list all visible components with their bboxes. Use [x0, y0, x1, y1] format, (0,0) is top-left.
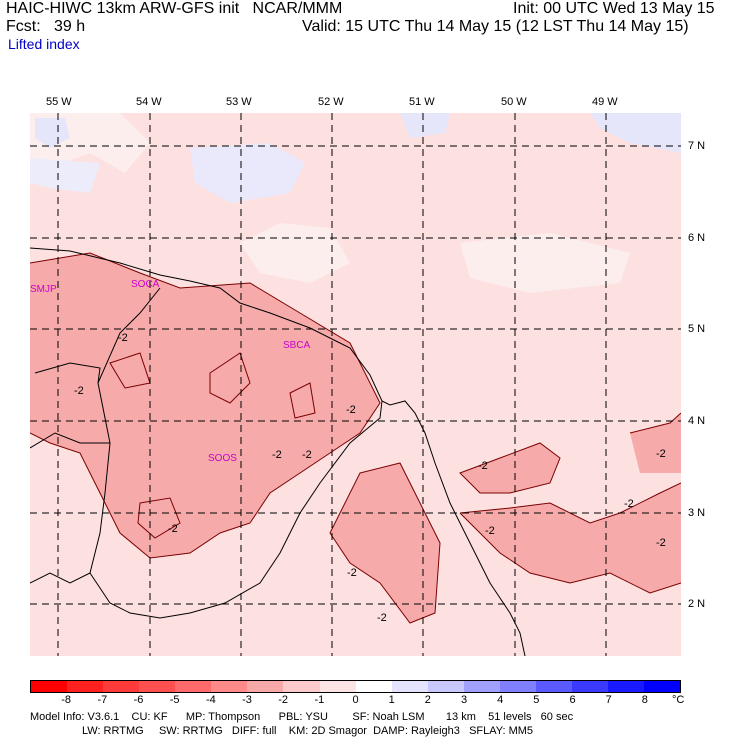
boundaries — [30, 247, 526, 656]
contour-label: -2 — [478, 460, 488, 472]
colorbar-swatch — [391, 681, 428, 692]
colorbar-tick: 2 — [424, 694, 431, 706]
colorbar-swatch — [571, 681, 608, 692]
colorbar-tick: 6 — [569, 694, 576, 706]
negative-area — [460, 443, 560, 493]
colorbar-tick: -4 — [205, 694, 216, 706]
colorbar-swatch — [283, 681, 320, 692]
lon-label: 49 W — [592, 96, 618, 108]
contour-label: -2 — [74, 385, 84, 397]
contour-label: -2 — [656, 448, 666, 460]
positive-area — [400, 113, 450, 138]
colorbar-swatch — [31, 681, 68, 692]
contour-label: -2 — [656, 537, 666, 549]
contour-lines — [30, 252, 681, 624]
lifted-index-map — [30, 113, 681, 656]
colorbar-tick: 1 — [388, 694, 395, 706]
colorbar-tick: 5 — [533, 694, 540, 706]
colorbar-unit: °C — [672, 694, 685, 706]
lat-label: 3 N — [688, 507, 706, 519]
contour-label: -2 — [272, 449, 282, 461]
contour-label: -2 — [347, 567, 357, 579]
neutral-area — [460, 233, 630, 293]
title: HAIC-HIWC 13km ARW-GFS init NCAR/MMM — [6, 0, 343, 17]
colorbar-swatch — [608, 681, 645, 692]
colorbar-tick: 3 — [460, 694, 468, 706]
model-info-line2: LW: RRTMG SW: RRTMG DIFF: full KM: 2D Sm… — [30, 725, 534, 737]
contour-label: -2 — [302, 449, 312, 461]
colorbar-tick: 7 — [605, 694, 612, 706]
colorbar-swatch — [67, 681, 104, 692]
lon-label: 52 W — [318, 96, 344, 108]
colorbar-swatch — [644, 681, 681, 692]
colorbar-tick: -8 — [61, 694, 72, 706]
field-name: Lifted index — [8, 36, 80, 52]
valid-time: Valid: 15 UTC Thu 14 May 15 (12 LST Thu … — [302, 18, 689, 35]
lon-label: 53 W — [226, 96, 252, 108]
lon-label: 51 W — [409, 96, 435, 108]
colorbar-tick: 8 — [641, 694, 648, 706]
init-time: Init: 00 UTC Wed 13 May 15 — [513, 0, 715, 17]
colorbar-tick: 0 — [352, 694, 359, 706]
forecast-hour: Fcst: 39 h — [6, 18, 86, 35]
colorbar-tick: -3 — [242, 694, 252, 706]
lon-label: 50 W — [501, 96, 527, 108]
colorbar-swatch — [499, 681, 536, 692]
colorbar-swatch — [211, 681, 248, 692]
colorbar-swatch — [139, 681, 176, 692]
colorbar-swatch — [319, 681, 356, 692]
positive-area — [30, 158, 100, 193]
contour-label: -2 — [377, 612, 387, 624]
contour-label: -2 — [624, 498, 634, 510]
colorbar-swatch — [355, 681, 392, 692]
negative-area — [330, 463, 440, 623]
station-label: SBCA — [283, 340, 311, 351]
contour-label: -2 — [168, 523, 178, 535]
station-label: SMJP — [30, 284, 57, 295]
negative-area — [138, 498, 180, 538]
lon-label: 54 W — [136, 96, 162, 108]
colorbar-tick: -1 — [314, 694, 325, 706]
positive-area — [590, 113, 681, 153]
grid-lines — [30, 113, 681, 656]
colorbar-tick: 4 — [497, 694, 504, 706]
colorbar-swatch — [427, 681, 464, 692]
colorbar-tick: -2 — [278, 694, 289, 706]
colorbar-tick: -5 — [169, 694, 180, 706]
colorbar-swatch — [103, 681, 140, 692]
lat-label: 6 N — [688, 232, 706, 244]
colorbar-swatch — [535, 681, 572, 692]
colorbar-tick: -7 — [97, 694, 108, 706]
colorbar-swatch — [247, 681, 284, 692]
station-label: SOCA — [131, 279, 160, 290]
lat-label: 4 N — [688, 415, 706, 427]
lat-label: 2 N — [688, 598, 706, 610]
contour-label: -2 — [346, 404, 356, 416]
colorbar-swatch — [463, 681, 500, 692]
lat-label: 5 N — [688, 323, 706, 335]
model-info-line1: Model Info: V3.6.1 CU: KF MP: Thompson P… — [30, 711, 574, 723]
positive-area — [190, 143, 305, 203]
contour-label: -2 — [485, 525, 495, 537]
lat-label: 7 N — [688, 140, 706, 152]
colorbar-tick: -6 — [133, 694, 144, 706]
colorbar-swatch — [175, 681, 212, 692]
lon-label: 55 W — [46, 96, 72, 108]
colorbar — [30, 680, 681, 693]
negative-area — [630, 413, 681, 473]
station-label: SOOS — [208, 453, 237, 464]
positive-area — [35, 118, 70, 148]
contour-label: -2 — [118, 332, 128, 344]
